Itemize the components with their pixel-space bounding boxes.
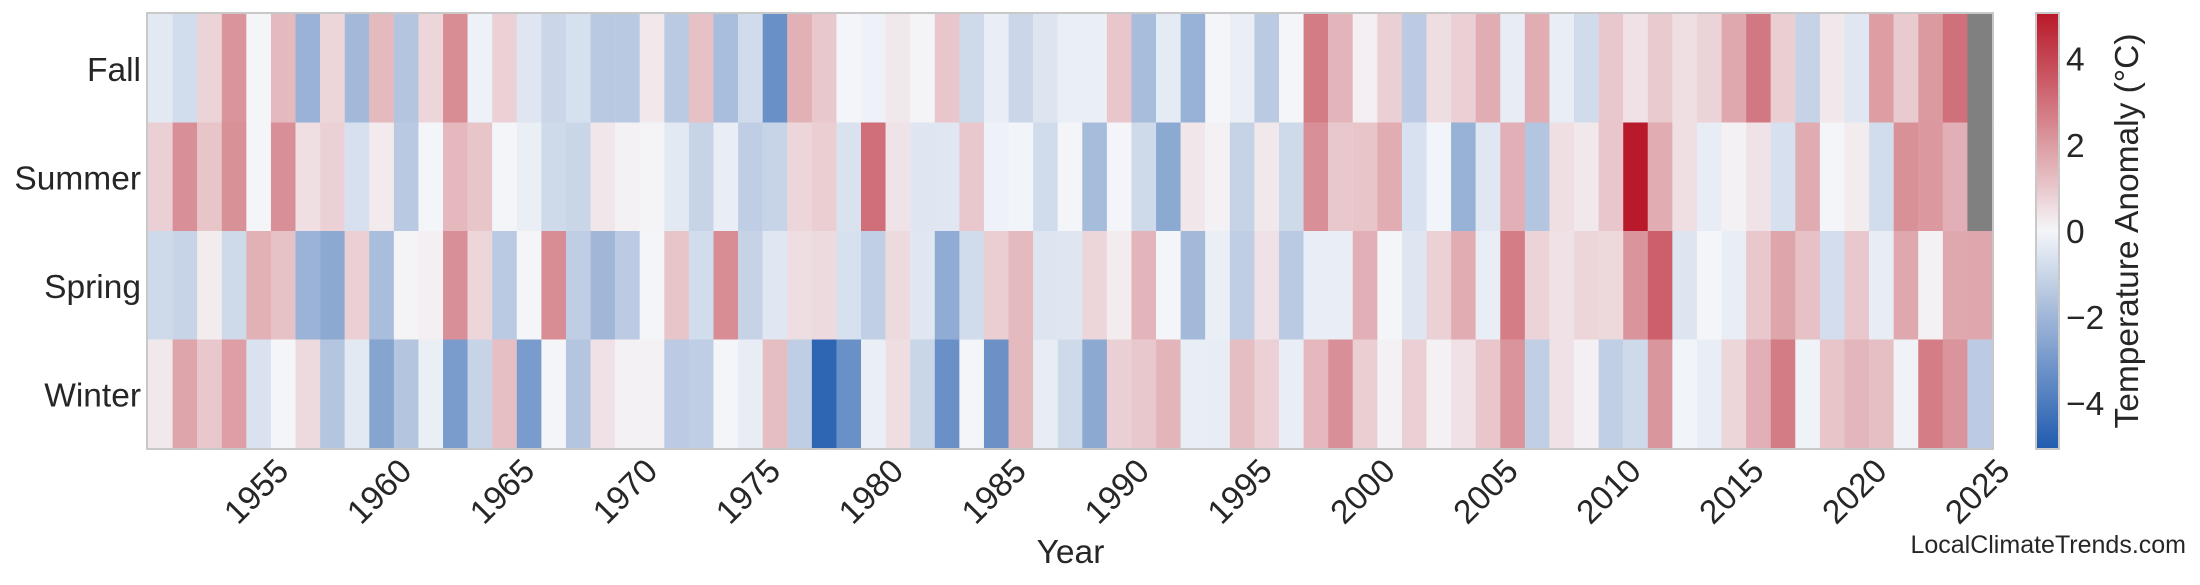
svg-text:Fall: Fall — [87, 52, 141, 89]
svg-text:LocalClimateTrends.com: LocalClimateTrends.com — [1910, 531, 2186, 559]
svg-text:2: 2 — [2066, 128, 2085, 165]
svg-text:−4: −4 — [2066, 386, 2104, 423]
svg-text:Spring: Spring — [44, 269, 141, 306]
svg-text:Temperature Anomaly (°C): Temperature Anomaly (°C) — [2109, 33, 2146, 428]
svg-text:Summer: Summer — [14, 160, 141, 197]
svg-text:0: 0 — [2066, 214, 2085, 251]
svg-text:−2: −2 — [2066, 300, 2104, 337]
svg-text:4: 4 — [2066, 42, 2085, 79]
svg-text:Year: Year — [1037, 534, 1105, 571]
svg-text:Winter: Winter — [44, 377, 141, 414]
